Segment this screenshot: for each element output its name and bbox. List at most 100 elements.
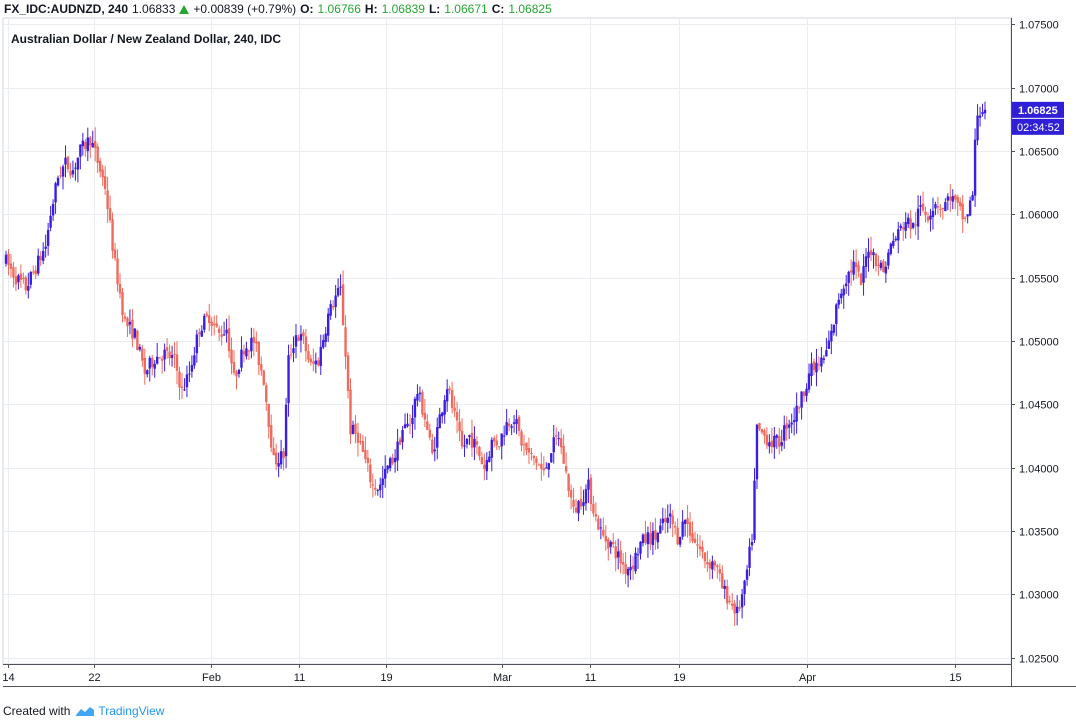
candle-body	[614, 546, 617, 559]
candle-body	[292, 348, 295, 353]
candle-body	[827, 340, 831, 349]
candle-body	[133, 328, 137, 338]
candle-body	[299, 334, 303, 341]
candle-body	[188, 373, 191, 375]
candle-body	[86, 137, 89, 152]
candle-body	[217, 328, 221, 333]
candle-body	[84, 141, 87, 149]
candle-body	[631, 565, 635, 569]
candle-body	[170, 355, 174, 358]
candle-body	[121, 292, 124, 315]
candle-body	[830, 330, 833, 342]
candle-body	[659, 525, 662, 534]
candle-body	[361, 441, 365, 452]
candle-body	[847, 271, 850, 283]
candles-group	[4, 101, 987, 626]
candle-body	[118, 284, 122, 294]
candle-body	[344, 327, 347, 357]
candle-body	[483, 464, 486, 469]
candle-body	[867, 251, 870, 258]
candle-body	[423, 412, 427, 420]
close-value: 1.06825	[508, 2, 552, 16]
candle-body	[19, 273, 23, 280]
candle-body	[929, 215, 932, 220]
candle-body	[94, 141, 97, 149]
candle-body	[755, 424, 759, 480]
candle-body	[158, 357, 161, 359]
candle-body	[743, 580, 746, 594]
candle-body	[279, 451, 283, 465]
candle-body	[79, 144, 82, 157]
candle-body	[597, 518, 600, 530]
candle-body	[609, 541, 612, 547]
candle-body	[17, 275, 20, 283]
candle-body	[69, 171, 72, 176]
candle-body	[748, 546, 751, 568]
candle-body	[822, 358, 826, 360]
candle-body	[785, 423, 788, 429]
candle-body	[37, 255, 40, 274]
candle-body	[490, 439, 493, 458]
candle-body	[934, 204, 937, 209]
candle-body	[728, 600, 731, 602]
candle-body	[671, 515, 674, 525]
candle-body	[911, 222, 915, 228]
candle-body	[507, 423, 511, 427]
candle-body	[334, 295, 337, 307]
candle-body	[817, 364, 821, 366]
candle-body	[408, 424, 412, 426]
x-tick-label: 14	[2, 672, 14, 684]
price-chart[interactable]: 1.02500 1.03000 1.03500 1.04000 1.04500 1.050…	[0, 0, 1076, 700]
candle-body	[433, 449, 436, 452]
candle-body	[9, 263, 13, 269]
candle-body	[708, 562, 712, 569]
symbol-label[interactable]: FX_IDC:AUDNZD, 240	[4, 2, 129, 16]
candle-body	[284, 404, 288, 457]
tradingview-brand[interactable]: TradingView	[98, 704, 165, 718]
candle-body	[267, 403, 270, 427]
candle-body	[973, 139, 977, 196]
candle-body	[146, 370, 149, 375]
candle-body	[220, 334, 223, 337]
candle-body	[74, 167, 77, 169]
candle-body	[780, 442, 783, 446]
candle-body	[498, 446, 501, 448]
candle-body	[96, 146, 99, 163]
candle-body	[745, 569, 749, 580]
candle-body	[24, 277, 28, 291]
y-tick-label: 1.03000	[1019, 590, 1059, 602]
x-tick-label: 19	[380, 672, 392, 684]
x-tick-label: 11	[294, 672, 305, 684]
candle-body	[46, 229, 50, 246]
x-tick-label: 19	[673, 672, 685, 684]
candle-body	[897, 229, 900, 241]
candle-body	[59, 175, 62, 177]
candle-body	[44, 246, 47, 249]
candle-body	[4, 254, 8, 264]
candle-body	[242, 351, 246, 355]
candle-body	[463, 445, 466, 447]
candle-body	[364, 450, 367, 460]
candle-body	[307, 351, 310, 360]
candle-body	[22, 277, 25, 280]
candle-body	[644, 533, 647, 543]
candle-body	[763, 430, 766, 436]
candle-body	[557, 438, 560, 440]
candle-body	[520, 431, 523, 446]
candle-body	[339, 286, 342, 288]
candle-body	[29, 271, 32, 285]
candle-body	[185, 374, 189, 388]
candle-body	[681, 521, 684, 537]
candle-body	[61, 166, 65, 177]
open-label: O:	[300, 2, 314, 16]
candle-body	[51, 203, 55, 216]
candle-body	[698, 546, 702, 550]
candle-body	[730, 603, 734, 606]
candle-body	[552, 437, 555, 453]
candle-body	[820, 357, 823, 367]
candle-body	[919, 205, 922, 207]
candle-body	[641, 534, 645, 544]
candle-body	[599, 527, 603, 529]
candle-body	[39, 256, 42, 261]
candle-body	[768, 442, 771, 447]
